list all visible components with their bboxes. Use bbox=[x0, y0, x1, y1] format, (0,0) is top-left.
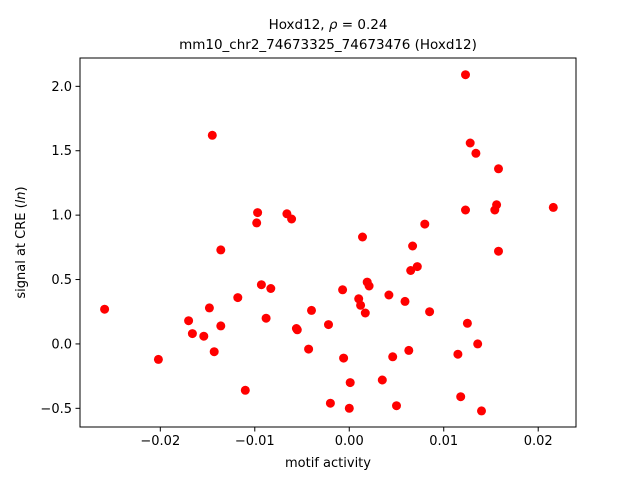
data-point-15 bbox=[261, 313, 271, 323]
data-point-40 bbox=[404, 345, 414, 355]
title-prefix: Hoxd12, bbox=[269, 17, 329, 33]
data-point-30 bbox=[356, 300, 366, 310]
data-point-4 bbox=[199, 331, 209, 341]
data-point-26 bbox=[339, 353, 349, 363]
data-point-18 bbox=[287, 214, 297, 224]
data-point-35 bbox=[377, 375, 387, 385]
data-points bbox=[100, 70, 558, 416]
title-rho-symbol: ρ bbox=[329, 17, 338, 33]
data-point-53 bbox=[473, 339, 483, 349]
data-point-32 bbox=[360, 308, 370, 318]
data-point-41 bbox=[406, 266, 416, 275]
data-point-24 bbox=[325, 398, 335, 408]
y-label-suffix: ) bbox=[14, 186, 29, 191]
data-point-47 bbox=[456, 392, 466, 402]
data-point-43 bbox=[412, 262, 422, 272]
y-tick-label-2: 0.5 bbox=[51, 273, 72, 288]
data-point-27 bbox=[345, 378, 355, 388]
x-tick-label-1: −0.01 bbox=[235, 434, 275, 449]
x-tick-label-4: 0.02 bbox=[524, 434, 553, 449]
data-point-23 bbox=[324, 320, 333, 330]
y-tick-label-3: 1.0 bbox=[51, 209, 72, 224]
y-tick-label-5: 2.0 bbox=[51, 80, 72, 95]
y-axis-ticks: −0.5 0.0 0.5 1.0 1.5 2.0 bbox=[40, 80, 80, 417]
data-point-54 bbox=[477, 406, 486, 416]
data-point-10 bbox=[233, 293, 243, 303]
data-point-59 bbox=[548, 202, 558, 212]
data-point-39 bbox=[400, 296, 410, 306]
data-point-50 bbox=[462, 318, 472, 328]
data-point-1 bbox=[153, 354, 163, 364]
data-point-34 bbox=[364, 281, 374, 291]
y-label-prefix: signal at CRE ( bbox=[14, 203, 29, 298]
data-point-42 bbox=[408, 241, 418, 251]
x-axis-ticks: −0.02 −0.01 0.00 0.01 0.02 bbox=[140, 427, 553, 449]
x-tick-label-2: 0.00 bbox=[335, 434, 364, 449]
data-point-9 bbox=[216, 245, 226, 255]
data-point-48 bbox=[461, 70, 470, 80]
data-point-2 bbox=[184, 316, 194, 326]
plot-frame bbox=[79, 57, 577, 428]
data-point-14 bbox=[256, 280, 266, 290]
data-point-5 bbox=[204, 303, 214, 313]
y-tick-label-1: 0.0 bbox=[51, 337, 72, 352]
x-tick-label-0: −0.02 bbox=[140, 434, 180, 449]
data-point-31 bbox=[358, 232, 367, 242]
x-tick-label-3: 0.01 bbox=[429, 434, 458, 449]
data-point-12 bbox=[252, 218, 262, 228]
y-tick-label-4: 1.5 bbox=[51, 144, 72, 159]
data-point-0 bbox=[100, 304, 110, 314]
y-tick-label-0: −0.5 bbox=[40, 402, 72, 417]
chart-title-line1: Hoxd12, ρ = 0.24 bbox=[269, 17, 388, 33]
chart-title-line2: mm10_chr2_74673325_74673476 (Hoxd12) bbox=[179, 37, 477, 53]
title-rho-value: = 0.24 bbox=[337, 17, 387, 33]
y-label-italic: ln bbox=[14, 191, 29, 203]
data-point-36 bbox=[384, 290, 394, 300]
data-point-21 bbox=[304, 344, 314, 354]
data-point-52 bbox=[471, 148, 481, 158]
data-point-13 bbox=[253, 208, 263, 218]
data-point-22 bbox=[307, 305, 316, 315]
data-point-56 bbox=[492, 200, 502, 210]
data-point-6 bbox=[207, 130, 217, 140]
data-point-16 bbox=[266, 284, 276, 293]
data-point-49 bbox=[461, 205, 470, 215]
data-point-8 bbox=[216, 321, 226, 331]
data-point-58 bbox=[494, 164, 503, 174]
data-point-28 bbox=[344, 403, 354, 413]
data-point-25 bbox=[338, 285, 348, 295]
data-point-45 bbox=[425, 307, 435, 317]
data-point-7 bbox=[209, 347, 219, 357]
data-point-46 bbox=[453, 349, 463, 359]
data-point-57 bbox=[494, 246, 503, 256]
x-axis-label: motif activity bbox=[285, 456, 371, 471]
data-point-38 bbox=[392, 401, 401, 411]
y-axis-label: signal at CRE (ln) bbox=[14, 186, 29, 298]
data-point-37 bbox=[388, 352, 398, 362]
data-point-3 bbox=[187, 329, 197, 339]
data-point-51 bbox=[465, 138, 475, 148]
data-point-20 bbox=[292, 325, 302, 335]
data-point-44 bbox=[420, 219, 430, 229]
data-point-11 bbox=[240, 385, 250, 395]
